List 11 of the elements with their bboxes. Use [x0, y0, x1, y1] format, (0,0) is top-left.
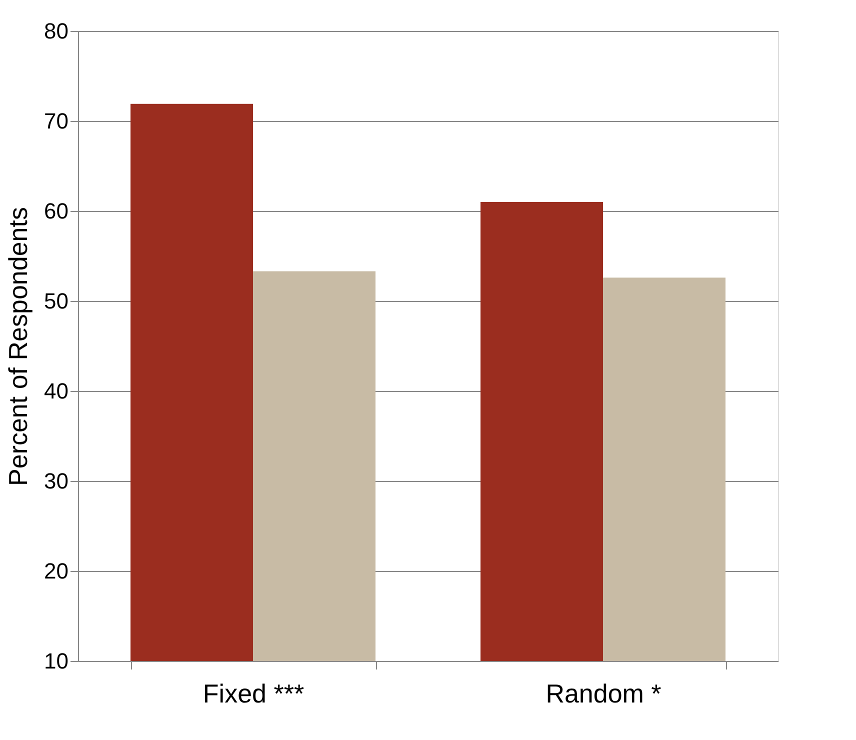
x-tick-label: Fixed ***: [202, 678, 304, 708]
y-axis-title: Percent of Respondents: [3, 207, 34, 486]
y-tick-label: 20: [44, 558, 68, 584]
y-tick-label: 50: [44, 288, 68, 314]
y-tick-label: 70: [44, 108, 68, 134]
y-tick-label: 10: [44, 648, 68, 674]
y-tick-label: 60: [44, 198, 68, 224]
x-tick-label: Random *: [546, 678, 662, 708]
y-tick-label: 40: [44, 378, 68, 404]
y-tick-label: 80: [44, 18, 68, 44]
y-tick-label: 30: [44, 468, 68, 494]
